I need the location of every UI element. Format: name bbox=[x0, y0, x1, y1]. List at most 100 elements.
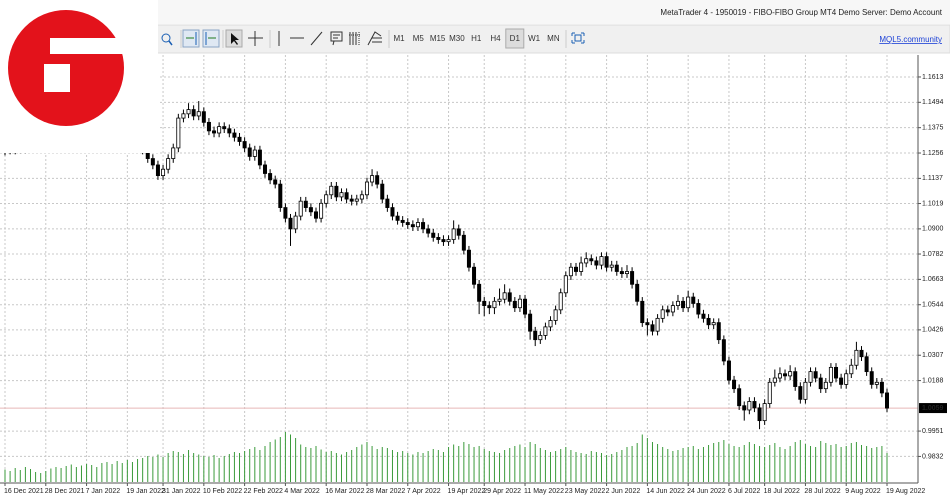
candle-body bbox=[237, 136, 242, 142]
x-tick-label: 18 Jul 2022 bbox=[764, 488, 800, 495]
grid-tool-button[interactable] bbox=[349, 32, 361, 45]
chart-shift-button[interactable] bbox=[202, 29, 220, 48]
candle-body bbox=[390, 207, 395, 217]
candle-body bbox=[181, 113, 186, 119]
candle-body bbox=[619, 271, 624, 275]
candle-body bbox=[553, 309, 558, 321]
x-tick-label: 6 Jul 2022 bbox=[728, 488, 760, 495]
candle-body bbox=[497, 298, 502, 302]
candle-body bbox=[737, 388, 742, 407]
candle-body bbox=[359, 194, 364, 200]
candle-body bbox=[319, 202, 324, 219]
timeframe-button[interactable]: MN bbox=[547, 34, 560, 43]
y-tick-label: 1.0663 bbox=[922, 276, 944, 283]
candle-body bbox=[252, 149, 257, 157]
toolbar bbox=[0, 24, 950, 54]
candle-body bbox=[257, 149, 262, 166]
cursor-button[interactable] bbox=[225, 29, 243, 48]
x-tick-label: 28 Mar 2022 bbox=[366, 488, 405, 495]
candle-body bbox=[426, 228, 431, 234]
x-tick-label: 7 Jan 2022 bbox=[86, 488, 121, 495]
active-timeframe-box bbox=[505, 28, 525, 49]
candle-body bbox=[624, 271, 629, 275]
candle-body bbox=[263, 164, 268, 174]
trendline-button[interactable] bbox=[310, 31, 323, 46]
candle-body bbox=[696, 303, 701, 315]
broker-logo bbox=[0, 0, 158, 153]
candle-body bbox=[823, 381, 828, 390]
y-tick-label: 0.9951 bbox=[922, 428, 944, 435]
timeframe-button[interactable]: W1 bbox=[528, 34, 541, 43]
candle-body bbox=[385, 198, 390, 208]
candle-body bbox=[196, 111, 201, 117]
candle-body bbox=[844, 373, 849, 385]
candle-body bbox=[854, 349, 859, 366]
candle-body bbox=[563, 275, 568, 294]
candle-body bbox=[421, 222, 426, 230]
candle-body bbox=[456, 228, 461, 236]
timeframe-button[interactable]: H4 bbox=[490, 34, 501, 43]
candle-body bbox=[864, 356, 869, 373]
candle-body bbox=[675, 300, 680, 306]
candle-body bbox=[772, 377, 777, 383]
fibonacci-button[interactable] bbox=[367, 31, 382, 46]
candle-body bbox=[298, 200, 303, 217]
y-tick-label: 1.1494 bbox=[922, 99, 944, 106]
candle-body bbox=[716, 322, 721, 341]
candle-body bbox=[645, 322, 650, 326]
candle-body bbox=[874, 381, 879, 385]
y-tick-label: 1.0544 bbox=[922, 302, 944, 309]
candle-body bbox=[711, 322, 716, 326]
candle-body bbox=[431, 232, 436, 238]
candle-body bbox=[334, 185, 339, 198]
timeframe-button[interactable]: D1 bbox=[510, 34, 521, 43]
x-tick-label: 23 May 2022 bbox=[565, 488, 606, 495]
text-button[interactable] bbox=[330, 31, 343, 46]
candle-body bbox=[212, 130, 217, 134]
x-tick-label: 19 Aug 2022 bbox=[886, 488, 925, 495]
candle-body bbox=[599, 256, 604, 266]
candle-body bbox=[701, 313, 706, 319]
candle-body bbox=[660, 309, 665, 319]
candle-body bbox=[502, 292, 507, 300]
candle-body bbox=[849, 364, 854, 375]
candle-body bbox=[364, 181, 369, 196]
timeframe-button[interactable]: M15 bbox=[430, 34, 446, 43]
x-tick-label: 14 Jun 2022 bbox=[646, 488, 685, 495]
candle-body bbox=[278, 183, 283, 208]
candle-body bbox=[466, 249, 471, 268]
auto-scroll-button[interactable] bbox=[182, 29, 200, 48]
x-tick-label: 16 Mar 2022 bbox=[325, 488, 364, 495]
candle-body bbox=[415, 222, 420, 228]
timeframe-button[interactable]: M5 bbox=[413, 34, 425, 43]
y-tick-label: 1.1256 bbox=[922, 150, 944, 157]
candle-body bbox=[247, 147, 252, 157]
candle-body bbox=[268, 173, 273, 181]
community-link[interactable]: MQL5.community bbox=[879, 35, 942, 44]
candle-body bbox=[441, 239, 446, 243]
candle-body bbox=[206, 121, 211, 132]
x-tick-label: 24 Jun 2022 bbox=[687, 488, 726, 495]
candle-body bbox=[665, 309, 670, 313]
timeframe-button[interactable]: M1 bbox=[393, 34, 405, 43]
candle-body bbox=[793, 371, 798, 387]
candle-body bbox=[609, 264, 614, 268]
candle-body bbox=[589, 258, 594, 262]
x-tick-label: 11 May 2022 bbox=[524, 488, 564, 495]
timeframe-button[interactable]: M30 bbox=[449, 34, 465, 43]
y-tick-label: 1.1613 bbox=[922, 74, 944, 81]
candle-body bbox=[446, 239, 451, 243]
candle-body bbox=[176, 117, 181, 149]
candle-body bbox=[655, 317, 660, 332]
candle-body bbox=[227, 128, 232, 134]
timeframe-button[interactable]: H1 bbox=[471, 34, 482, 43]
fullscreen-button[interactable] bbox=[571, 32, 585, 44]
candle-body bbox=[818, 377, 823, 390]
candle-body bbox=[839, 377, 844, 385]
candle-body bbox=[640, 300, 645, 324]
crosshair-button[interactable] bbox=[248, 31, 263, 46]
zoom-button[interactable] bbox=[161, 33, 173, 46]
candle-body bbox=[579, 262, 584, 272]
